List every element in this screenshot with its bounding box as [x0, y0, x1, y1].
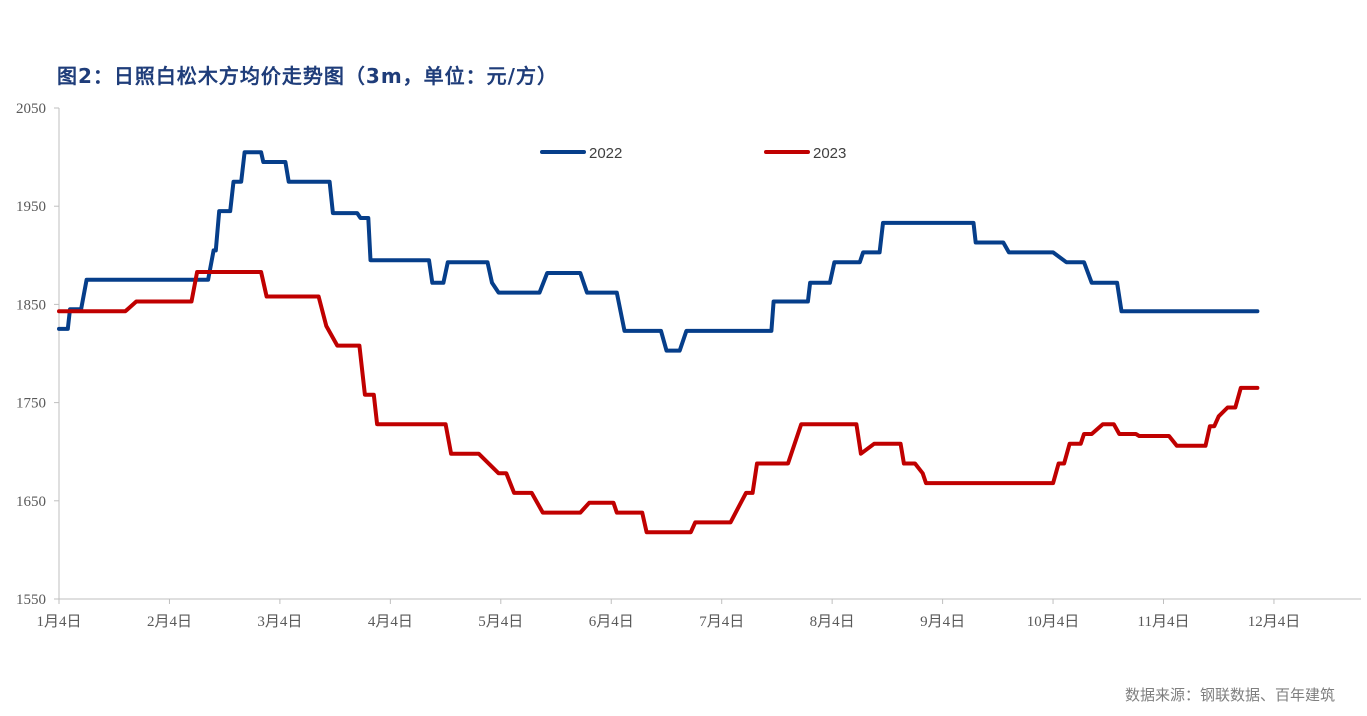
- series-line-2023: [57, 270, 1260, 535]
- series-layer: [57, 150, 1260, 535]
- x-tick-label: 4月4日: [368, 614, 413, 630]
- x-tick-label: 8月4日: [810, 614, 855, 630]
- y-tick-label: 1750: [16, 396, 46, 412]
- x-tick-label: 5月4日: [478, 614, 523, 630]
- axes: 1550 1650 1750 1850 1950 2050 1月4日 2月4日 3月4日 4月4日…: [16, 101, 1361, 630]
- x-tick-label: 11月4日: [1138, 614, 1190, 630]
- series-line-2022: [57, 150, 1260, 353]
- legend: 2022 2023: [540, 145, 846, 162]
- y-tick-label: 1850: [16, 297, 46, 313]
- x-tick-label: 12月4日: [1248, 614, 1301, 630]
- y-tick-label: 2050: [16, 101, 46, 117]
- y-tick-label: 1650: [16, 494, 46, 510]
- legend-label-2023: 2023: [813, 145, 846, 162]
- x-tick-label: 6月4日: [589, 614, 634, 630]
- x-tick-label: 2月4日: [147, 614, 192, 630]
- x-tick-label: 9月4日: [920, 614, 965, 630]
- x-tick-label: 3月4日: [257, 614, 302, 630]
- y-tick-label: 1950: [16, 199, 46, 215]
- chart-title: 图2：日照白松木方均价走势图（3m，单位：元/方）: [57, 64, 558, 88]
- y-tick-label: 1550: [16, 592, 46, 608]
- x-tick-label: 7月4日: [699, 614, 744, 630]
- x-tick-label: 1月4日: [36, 614, 81, 630]
- data-source-note: 数据来源：钢联数据、百年建筑: [1124, 686, 1335, 704]
- x-tick-label: 10月4日: [1027, 614, 1080, 630]
- legend-label-2022: 2022: [589, 145, 622, 162]
